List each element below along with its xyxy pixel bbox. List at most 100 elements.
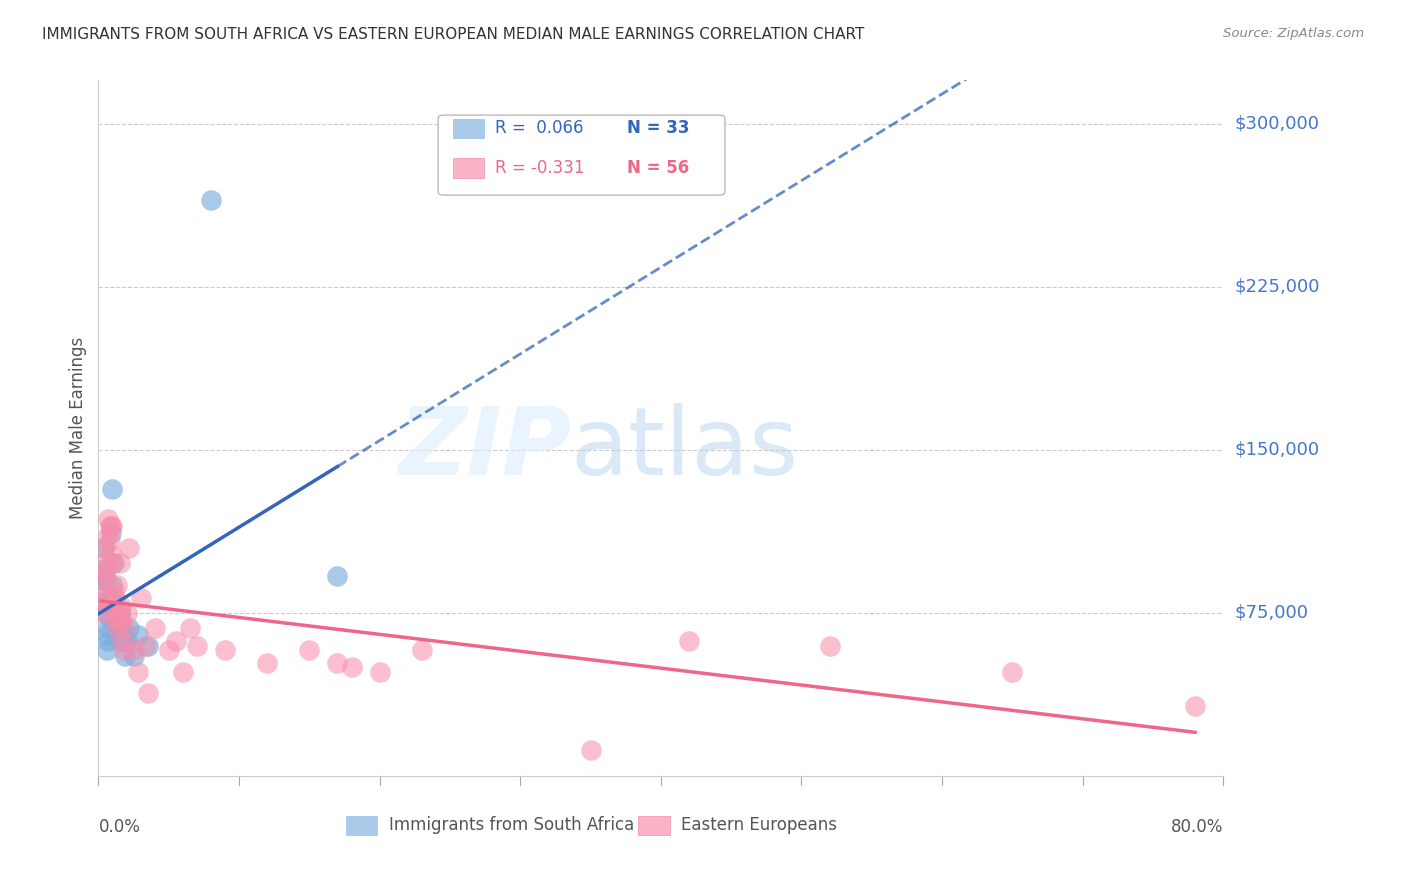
- Bar: [638, 815, 669, 835]
- Text: R = -0.331: R = -0.331: [495, 159, 585, 177]
- Point: [108, 556, 131, 570]
- Point: [101, 519, 124, 533]
- Point: [94, 591, 117, 605]
- Point: [110, 613, 132, 627]
- Point: [165, 634, 187, 648]
- Point: [104, 616, 127, 631]
- Point: [96, 643, 118, 657]
- Point: [108, 606, 131, 620]
- Point: [100, 547, 122, 561]
- Point: [97, 634, 120, 648]
- Text: $300,000: $300,000: [1234, 115, 1319, 133]
- Point: [91, 574, 114, 588]
- Point: [114, 649, 136, 664]
- Text: Eastern Europeans: Eastern Europeans: [681, 816, 837, 834]
- Point: [90, 606, 112, 620]
- Point: [110, 599, 132, 614]
- Bar: [346, 815, 377, 835]
- Point: [112, 643, 135, 657]
- Point: [103, 599, 125, 614]
- Point: [105, 578, 128, 592]
- Point: [200, 193, 222, 207]
- Point: [94, 606, 117, 620]
- Point: [411, 643, 433, 657]
- Point: [98, 534, 121, 549]
- Bar: [453, 119, 484, 138]
- Point: [111, 634, 134, 648]
- Point: [98, 591, 121, 605]
- Point: [111, 621, 134, 635]
- Point: [129, 591, 152, 605]
- Point: [179, 621, 201, 635]
- FancyBboxPatch shape: [439, 115, 725, 195]
- Point: [94, 574, 117, 588]
- Point: [97, 512, 120, 526]
- Point: [98, 519, 121, 533]
- Point: [90, 574, 112, 588]
- Point: [93, 541, 115, 555]
- Point: [112, 634, 135, 648]
- Point: [100, 591, 122, 605]
- Point: [115, 634, 138, 648]
- Point: [101, 556, 124, 570]
- Text: ZIP: ZIP: [398, 403, 571, 495]
- Point: [98, 613, 121, 627]
- Point: [108, 621, 131, 635]
- Text: 0.0%: 0.0%: [98, 818, 141, 836]
- Point: [122, 643, 145, 657]
- Text: atlas: atlas: [571, 403, 799, 495]
- Point: [96, 530, 118, 544]
- Point: [579, 743, 602, 757]
- Point: [93, 562, 115, 576]
- Point: [115, 606, 138, 620]
- Point: [101, 578, 124, 592]
- Point: [105, 628, 128, 642]
- Point: [101, 482, 124, 496]
- Text: IMMIGRANTS FROM SOUTH AFRICA VS EASTERN EUROPEAN MEDIAN MALE EARNINGS CORRELATIO: IMMIGRANTS FROM SOUTH AFRICA VS EASTERN …: [42, 27, 865, 42]
- Point: [91, 595, 114, 609]
- Point: [326, 569, 349, 583]
- Point: [105, 621, 128, 635]
- Point: [118, 541, 141, 555]
- Point: [104, 613, 127, 627]
- Point: [256, 656, 278, 670]
- Point: [818, 639, 841, 653]
- Point: [100, 525, 122, 540]
- Y-axis label: Median Male Earnings: Median Male Earnings: [69, 337, 87, 519]
- Point: [134, 639, 156, 653]
- Point: [100, 519, 122, 533]
- Point: [340, 660, 363, 674]
- Point: [127, 665, 149, 679]
- Point: [107, 621, 129, 635]
- Point: [186, 639, 208, 653]
- Text: N = 33: N = 33: [627, 120, 689, 137]
- Point: [298, 643, 321, 657]
- Text: R =  0.066: R = 0.066: [495, 120, 583, 137]
- Point: [127, 628, 149, 642]
- Point: [157, 643, 180, 657]
- Point: [143, 621, 166, 635]
- Point: [136, 686, 159, 700]
- Point: [172, 665, 194, 679]
- Point: [136, 639, 159, 653]
- Point: [104, 591, 127, 605]
- Text: Source: ZipAtlas.com: Source: ZipAtlas.com: [1223, 27, 1364, 40]
- Point: [1001, 665, 1024, 679]
- Point: [93, 556, 115, 570]
- Point: [91, 591, 114, 605]
- Point: [1184, 699, 1206, 714]
- Point: [96, 562, 118, 576]
- Point: [110, 634, 132, 648]
- Point: [96, 628, 118, 642]
- Point: [97, 621, 120, 635]
- Point: [368, 665, 391, 679]
- Point: [107, 613, 129, 627]
- Bar: [453, 158, 484, 178]
- Point: [326, 656, 349, 670]
- Text: N = 56: N = 56: [627, 159, 689, 177]
- Point: [103, 584, 125, 599]
- Text: Immigrants from South Africa: Immigrants from South Africa: [388, 816, 634, 834]
- Point: [93, 541, 115, 555]
- Point: [114, 621, 136, 635]
- Text: $225,000: $225,000: [1234, 277, 1320, 296]
